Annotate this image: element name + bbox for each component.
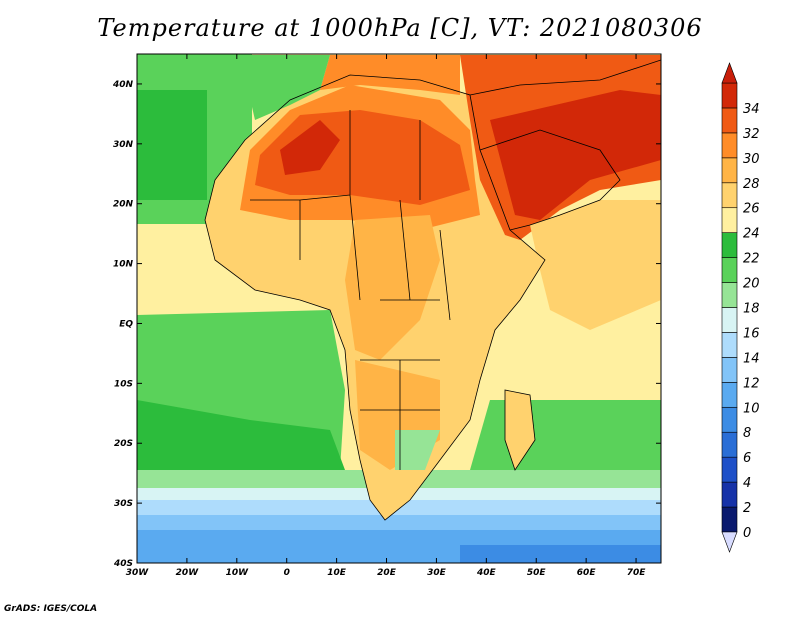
colorbar-swatch — [721, 357, 738, 383]
credit-text: GrADS: IGES/COLA — [4, 604, 98, 614]
lon-tick-label: 30W — [126, 568, 150, 578]
colorbar-low-triangle — [721, 531, 738, 553]
lon-tick-label: 20E — [377, 568, 397, 578]
lat-tick-label: 20S — [114, 439, 133, 449]
colorbar-swatch — [721, 132, 738, 159]
field-atlantic-south-20-22 — [137, 400, 345, 470]
colorbar-label: 26 — [743, 202, 760, 217]
colorbar-label: 10 — [743, 401, 760, 416]
colorbar-label: 32 — [743, 127, 760, 142]
lon-tick-label: 40E — [476, 568, 497, 578]
colorbar-high-triangle — [721, 62, 738, 84]
colorbar-label: 34 — [743, 102, 760, 117]
colorbar-label: 20 — [743, 277, 760, 292]
map-frame — [136, 53, 662, 564]
colorbar-swatch — [721, 332, 738, 358]
lon-tick-label: 30E — [427, 568, 447, 578]
colorbar-swatch — [721, 431, 738, 458]
colorbar-label: 18 — [743, 302, 760, 317]
colorbar-swatch — [721, 107, 738, 134]
colorbar-swatch — [721, 182, 738, 209]
temperature-field — [137, 54, 661, 563]
field-central-africa-28-30 — [345, 215, 440, 360]
colorbar-label: 0 — [743, 526, 751, 541]
colorbar-label: 8 — [743, 426, 751, 441]
field-south-africa-16-18 — [395, 430, 440, 470]
colorbar-swatch — [721, 282, 738, 308]
lat-tick-label: 10N — [113, 260, 134, 270]
longitude-axis: 30W 20W 10W 0 10E 20E 30E 40E 50E 60E 70E — [126, 54, 646, 578]
map-title: Temperature at 1000hPa [C], VT: 20210803… — [97, 14, 703, 42]
colorbar-label: 16 — [743, 326, 760, 341]
colorbar-label: 14 — [743, 351, 760, 366]
colorbar-swatch — [721, 406, 738, 433]
latitude-axis: 40N 30N 20N 10N EQ 10S 20S 30S 40S — [112, 80, 661, 569]
colorbar-label: 2 — [743, 501, 751, 516]
field-band-6-8 — [460, 545, 661, 563]
field-mediterranean-30-32 — [320, 55, 460, 95]
lon-tick-label: 0 — [284, 568, 290, 578]
colorbar-label: 6 — [743, 451, 751, 466]
lat-tick-label: 20N — [113, 200, 134, 210]
colorbar-swatch — [721, 506, 738, 533]
lat-tick-label: 30S — [114, 499, 133, 509]
colorbar-swatch — [721, 207, 738, 233]
lat-tick-label: 30N — [113, 140, 134, 150]
lon-tick-label: 70E — [627, 568, 647, 578]
field-indian-south-18-20 — [470, 400, 661, 480]
field-arabian-sea-26-28 — [530, 200, 661, 330]
colorbar-swatch — [721, 257, 738, 283]
colorbar-swatch — [721, 456, 738, 483]
colorbar-label: 28 — [743, 177, 760, 192]
colorbar-label: 22 — [743, 252, 760, 267]
lon-tick-label: 50E — [527, 568, 547, 578]
colorbar-swatch — [721, 307, 738, 333]
colorbar-swatch — [721, 481, 738, 508]
field-iberia-20-22 — [240, 55, 330, 120]
colorbar-swatch — [721, 232, 738, 258]
field-madagascar-26-28 — [505, 390, 535, 470]
colorbar-swatch — [721, 82, 738, 109]
field-atlantic-north-20-22 — [137, 90, 207, 200]
lon-tick-label: 20W — [176, 568, 200, 578]
colorbar-label: 30 — [743, 152, 760, 167]
colorbar-swatch — [721, 157, 738, 184]
lon-tick-label: 10W — [226, 568, 250, 578]
lat-tick-label: 40N — [112, 80, 134, 90]
lat-tick-label: 10S — [114, 379, 133, 389]
colorbar-swatch — [721, 382, 738, 408]
field-sahara-above-34 — [280, 120, 340, 175]
field-arabia-above-34 — [490, 90, 661, 220]
lat-tick-label: EQ — [119, 319, 133, 329]
colorbar-label: 24 — [743, 227, 760, 242]
colorbar-label: 12 — [743, 376, 760, 391]
lon-tick-label: 10E — [327, 568, 347, 578]
coastlines — [204, 59, 661, 521]
colorbar-label: 4 — [743, 476, 751, 491]
lat-tick-label: 40S — [113, 559, 133, 569]
lon-tick-label: 60E — [577, 568, 597, 578]
